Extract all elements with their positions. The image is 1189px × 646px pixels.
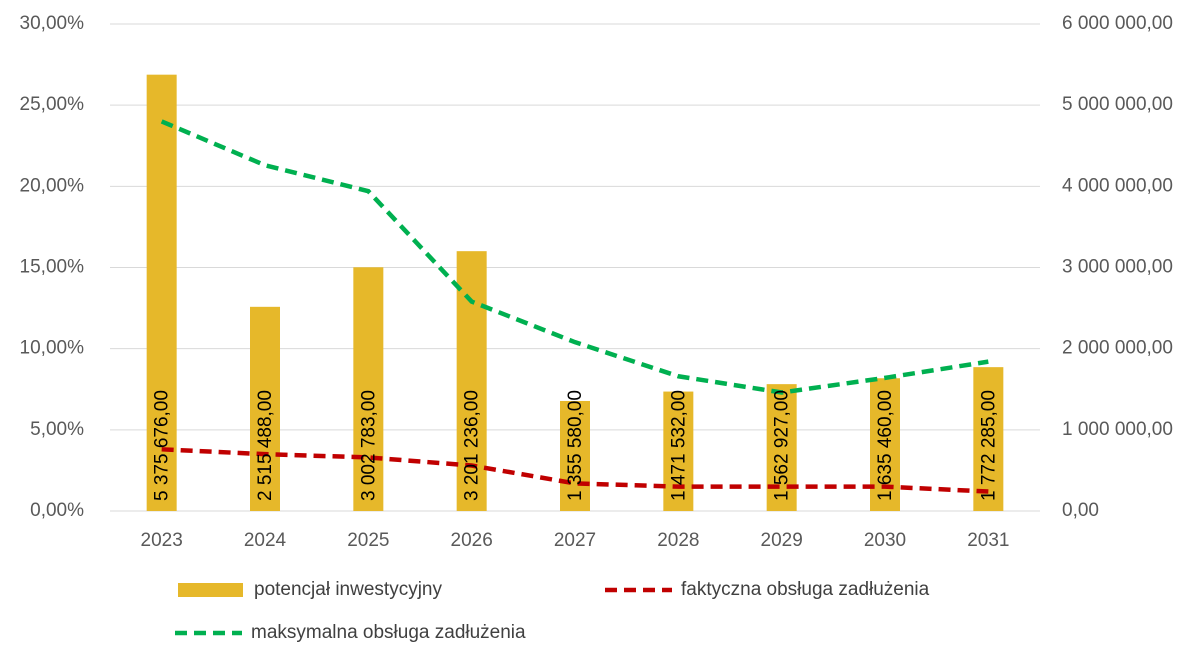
x-tick-label: 2031 [967, 530, 1009, 551]
data-label: 1 772 285,00 [978, 390, 999, 501]
bar [766, 384, 797, 511]
x-tick-label: 2029 [761, 530, 803, 551]
x-tick-label: 2027 [554, 530, 596, 551]
y2-tick-label: 1 000 000,00 [1062, 419, 1173, 440]
x-tick-label: 2026 [451, 530, 493, 551]
y-tick-label: 5,00% [30, 419, 84, 440]
x-tick-label: 2030 [864, 530, 906, 551]
y2-tick-label: 5 000 000,00 [1062, 94, 1173, 115]
data-label: 1 562 927,00 [772, 390, 793, 501]
y2-tick-label: 0,00 [1062, 500, 1099, 521]
data-label: 5 375 676,00 [152, 390, 173, 501]
y-tick-label: 20,00% [20, 175, 85, 196]
bar [250, 306, 280, 511]
x-tick-label: 2023 [141, 530, 183, 551]
x-tick-label: 2028 [657, 530, 699, 551]
legend-label: maksymalna obsługa zadłużenia [251, 622, 526, 643]
bar [973, 367, 1004, 511]
y-tick-label: 30,00% [20, 13, 85, 34]
bar [663, 391, 694, 511]
y-tick-label: 10,00% [20, 338, 85, 359]
y2-tick-label: 4 000 000,00 [1062, 175, 1173, 196]
y2-tick-label: 3 000 000,00 [1062, 257, 1173, 278]
legend-label: potencjał inwestycyjny [254, 579, 442, 600]
data-label: 3 201 236,00 [462, 390, 483, 501]
line [160, 119, 989, 395]
bar [353, 267, 384, 511]
y-tick-label: 15,00% [20, 257, 85, 278]
y-tick-label: 25,00% [20, 94, 85, 115]
y-tick-label: 0,00% [30, 500, 84, 521]
legend-swatch [178, 583, 243, 597]
data-label: 3 002 783,00 [358, 390, 379, 501]
legend-label: faktyczna obsługa zadłużenia [681, 579, 930, 600]
data-label: 1 635 460,00 [875, 390, 896, 501]
y2-tick-label: 2 000 000,00 [1062, 338, 1173, 359]
data-label: 1 471 532,00 [668, 390, 689, 501]
data-label: 1 355 580,00 [565, 390, 586, 501]
data-label: 2 515 488,00 [255, 390, 276, 501]
x-tick-label: 2024 [244, 530, 287, 551]
y2-tick-label: 6 000 000,00 [1062, 13, 1173, 34]
line [161, 447, 989, 494]
bar [560, 400, 590, 511]
x-tick-label: 2025 [347, 530, 389, 551]
bar [146, 74, 177, 511]
